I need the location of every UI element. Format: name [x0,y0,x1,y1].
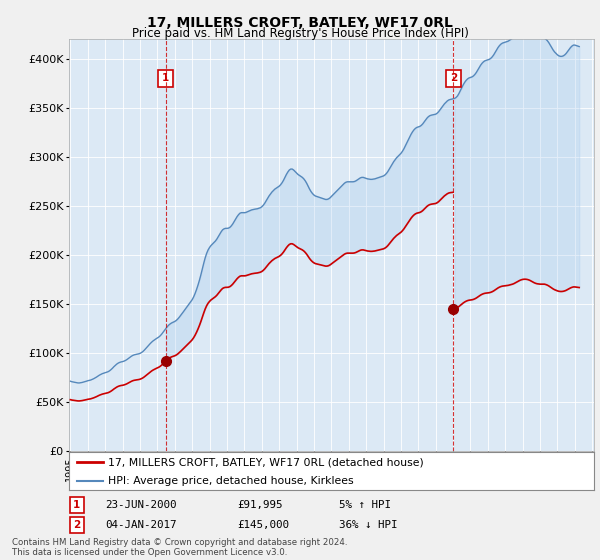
Text: Contains HM Land Registry data © Crown copyright and database right 2024.
This d: Contains HM Land Registry data © Crown c… [12,538,347,557]
Text: 1: 1 [162,73,169,83]
Text: 17, MILLERS CROFT, BATLEY, WF17 0RL: 17, MILLERS CROFT, BATLEY, WF17 0RL [147,16,453,30]
Text: Price paid vs. HM Land Registry's House Price Index (HPI): Price paid vs. HM Land Registry's House … [131,27,469,40]
Text: 5% ↑ HPI: 5% ↑ HPI [339,500,391,510]
Text: 36% ↓ HPI: 36% ↓ HPI [339,520,397,530]
Text: 2: 2 [449,73,457,83]
Text: £91,995: £91,995 [237,500,283,510]
Text: £145,000: £145,000 [237,520,289,530]
Text: 04-JAN-2017: 04-JAN-2017 [105,520,176,530]
Text: HPI: Average price, detached house, Kirklees: HPI: Average price, detached house, Kirk… [109,476,354,486]
Text: 2: 2 [73,520,80,530]
Text: 1: 1 [73,500,80,510]
Text: 23-JUN-2000: 23-JUN-2000 [105,500,176,510]
Text: 17, MILLERS CROFT, BATLEY, WF17 0RL (detached house): 17, MILLERS CROFT, BATLEY, WF17 0RL (det… [109,457,424,467]
